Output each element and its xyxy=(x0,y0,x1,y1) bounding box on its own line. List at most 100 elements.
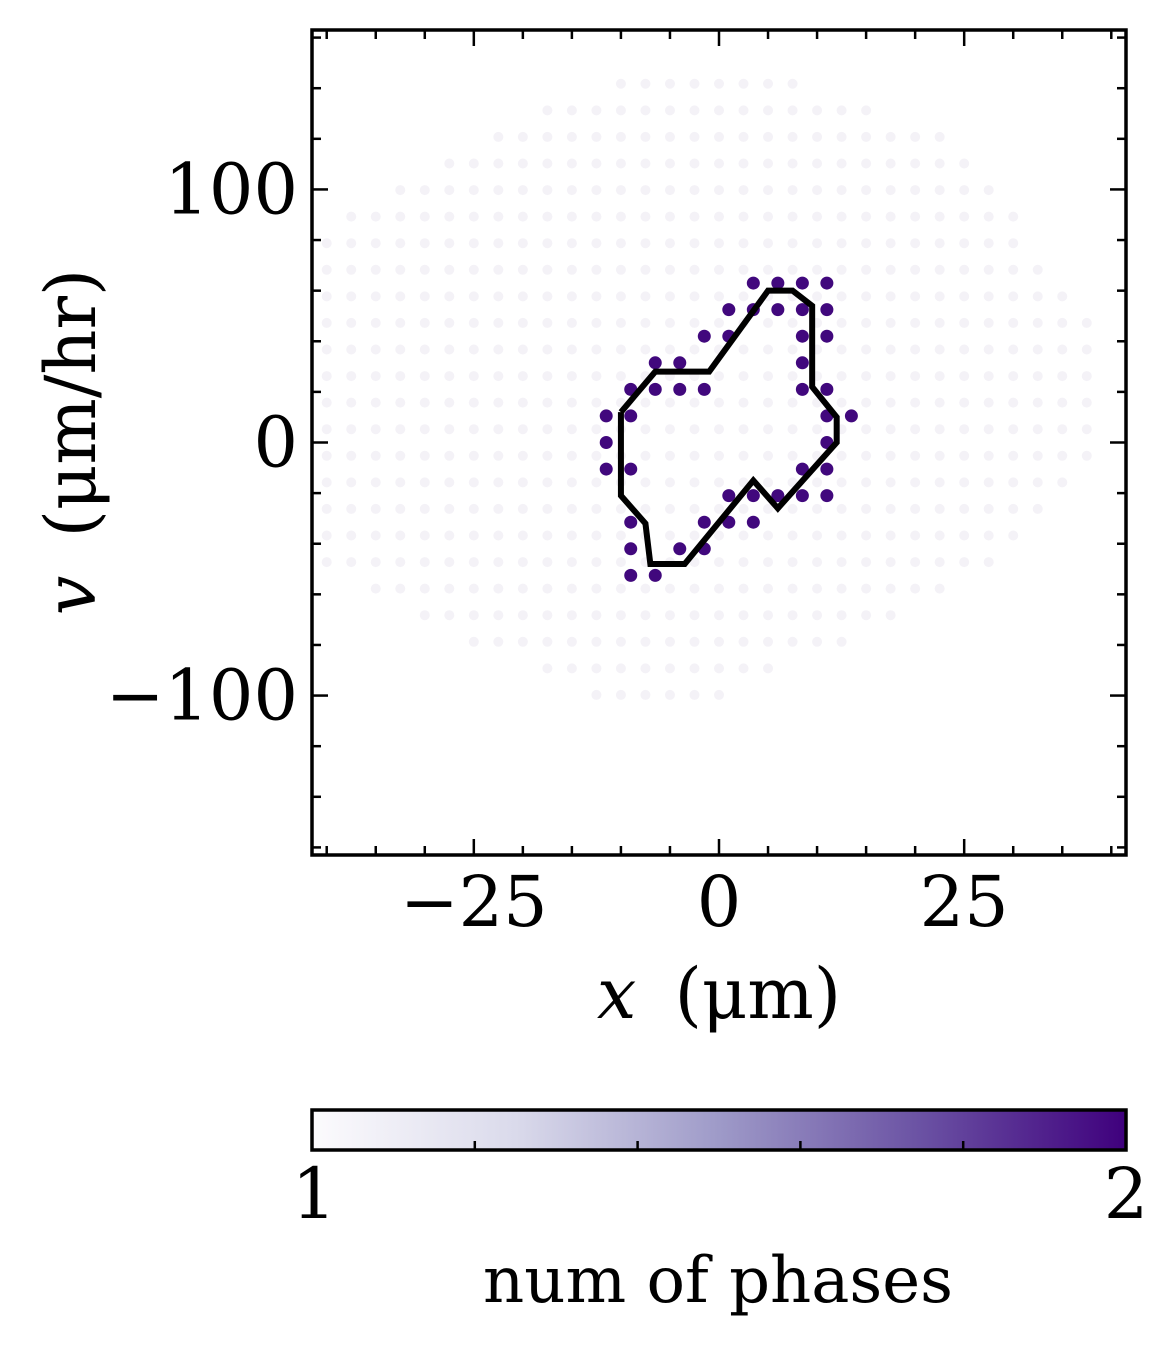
single-phase-point xyxy=(444,450,455,461)
single-phase-point xyxy=(1081,450,1092,461)
single-phase-point xyxy=(321,264,332,275)
single-phase-point xyxy=(910,503,921,514)
single-phase-point xyxy=(468,557,479,568)
single-phase-point xyxy=(493,503,504,514)
single-phase-point xyxy=(517,557,528,568)
single-phase-point xyxy=(591,211,602,222)
single-phase-point xyxy=(738,238,749,249)
single-phase-point xyxy=(959,557,970,568)
single-phase-point xyxy=(934,371,945,382)
single-phase-point xyxy=(273,291,283,301)
single-phase-point xyxy=(689,185,700,196)
single-phase-point xyxy=(983,450,994,461)
single-phase-point xyxy=(1057,397,1068,408)
single-phase-point xyxy=(346,344,357,355)
single-phase-point xyxy=(370,583,381,594)
single-phase-point xyxy=(787,317,798,328)
single-phase-point xyxy=(714,131,724,142)
single-phase-point xyxy=(763,424,774,435)
single-phase-point xyxy=(714,477,724,488)
colorbar-fill xyxy=(312,1110,1126,1150)
single-phase-point xyxy=(664,610,675,621)
single-phase-point xyxy=(640,503,651,514)
single-phase-point xyxy=(370,264,381,275)
single-phase-point xyxy=(395,185,406,196)
single-phase-point xyxy=(934,424,945,435)
single-phase-point xyxy=(861,477,872,488)
single-phase-point xyxy=(566,663,577,674)
single-phase-point xyxy=(812,211,823,222)
two-phase-point xyxy=(673,356,687,370)
single-phase-point xyxy=(1057,477,1068,488)
single-phase-point xyxy=(787,78,798,89)
single-phase-point xyxy=(395,530,406,541)
x-tick-label: −25 xyxy=(400,861,548,943)
single-phase-point xyxy=(910,371,921,382)
single-phase-point xyxy=(615,264,626,275)
single-phase-point xyxy=(983,477,994,488)
single-phase-point xyxy=(1081,317,1092,328)
single-phase-point xyxy=(1057,371,1068,382)
single-phase-point xyxy=(861,185,872,196)
single-phase-point xyxy=(787,158,798,169)
single-phase-point xyxy=(1057,317,1068,328)
single-phase-point xyxy=(910,185,921,196)
single-phase-point xyxy=(419,238,430,249)
single-phase-point xyxy=(493,344,504,355)
single-phase-point xyxy=(664,131,675,142)
single-phase-point xyxy=(1057,424,1068,435)
single-phase-point xyxy=(885,344,896,355)
single-phase-point xyxy=(689,663,700,674)
single-phase-point xyxy=(566,371,577,382)
single-phase-point xyxy=(273,504,283,514)
two-phase-point xyxy=(697,382,711,396)
single-phase-point xyxy=(542,131,553,142)
single-phase-point xyxy=(321,291,332,302)
single-phase-point xyxy=(591,450,602,461)
single-phase-point xyxy=(346,424,357,435)
single-phase-point xyxy=(297,318,307,328)
single-phase-point xyxy=(885,211,896,222)
two-phase-point xyxy=(746,489,760,503)
single-phase-point xyxy=(468,397,479,408)
single-phase-point xyxy=(517,264,528,275)
single-phase-point xyxy=(468,450,479,461)
x-axis-variable: x xyxy=(597,953,636,1035)
plot-background xyxy=(312,30,1126,855)
single-phase-point xyxy=(1008,450,1019,461)
single-phase-point xyxy=(983,530,994,541)
single-phase-point xyxy=(542,530,553,541)
single-phase-point xyxy=(787,264,798,275)
single-phase-point xyxy=(910,397,921,408)
single-phase-point xyxy=(738,424,749,435)
single-phase-point xyxy=(836,238,847,249)
single-phase-point xyxy=(419,344,430,355)
single-phase-point xyxy=(566,503,577,514)
single-phase-point xyxy=(615,344,626,355)
single-phase-point xyxy=(493,450,504,461)
single-phase-point xyxy=(542,344,553,355)
single-phase-point xyxy=(738,211,749,222)
single-phase-point xyxy=(444,211,455,222)
single-phase-point xyxy=(983,211,994,222)
single-phase-point xyxy=(321,477,332,488)
single-phase-point xyxy=(983,397,994,408)
single-phase-point xyxy=(934,344,945,355)
single-phase-point xyxy=(640,344,651,355)
single-phase-point xyxy=(1008,477,1019,488)
single-phase-point xyxy=(395,238,406,249)
single-phase-point xyxy=(591,503,602,514)
single-phase-point xyxy=(763,105,774,116)
single-phase-point xyxy=(346,503,357,514)
single-phase-point xyxy=(591,424,602,435)
single-phase-point xyxy=(542,477,553,488)
single-phase-point xyxy=(566,450,577,461)
two-phase-point xyxy=(795,489,809,503)
single-phase-point xyxy=(910,158,921,169)
single-phase-point xyxy=(468,211,479,222)
single-phase-point xyxy=(738,397,749,408)
single-phase-point xyxy=(763,238,774,249)
single-phase-point xyxy=(1008,424,1019,435)
colorbar-max-label: 2 xyxy=(1104,1153,1149,1235)
single-phase-point xyxy=(763,530,774,541)
